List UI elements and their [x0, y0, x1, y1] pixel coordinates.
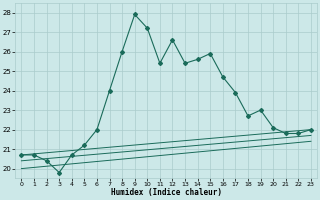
X-axis label: Humidex (Indice chaleur): Humidex (Indice chaleur) [111, 188, 222, 197]
